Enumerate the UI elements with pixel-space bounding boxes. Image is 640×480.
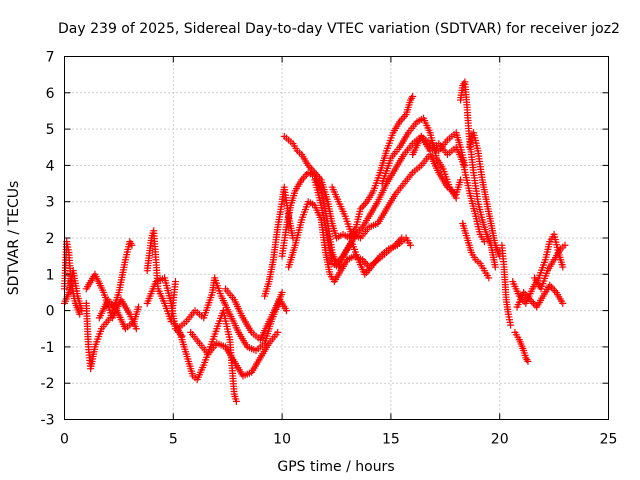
data-point xyxy=(480,238,488,246)
data-point xyxy=(303,170,311,178)
data-point xyxy=(134,303,142,311)
data-point xyxy=(408,94,416,102)
series-arc-10 xyxy=(187,328,282,380)
data-point xyxy=(360,201,368,209)
y-tick-label: 5 xyxy=(46,122,55,138)
series-arc-11 xyxy=(222,285,286,344)
data-point xyxy=(457,176,465,184)
series-arc-22 xyxy=(459,219,493,282)
series-arc-26 xyxy=(513,281,567,311)
series-arc-6 xyxy=(143,227,179,325)
data-point xyxy=(232,397,240,405)
data-point xyxy=(399,114,407,122)
series-arc-5 xyxy=(95,296,142,333)
data-point xyxy=(529,299,537,307)
y-axis-ticks: -3 -2 -1 0 1 2 3 4 5 6 7 xyxy=(41,50,609,429)
x-axis-label: GPS time / hours xyxy=(277,459,394,475)
data-point xyxy=(452,194,460,202)
data-point xyxy=(406,241,414,249)
x-axis-ticks: 0 5 10 15 20 25 xyxy=(60,56,618,448)
y-tick-label: 1 xyxy=(46,267,55,283)
data-point xyxy=(409,92,417,100)
series-arc-19 xyxy=(409,132,488,246)
y-axis-label: SDTVAR / TECUs xyxy=(6,181,22,296)
series-arc-23 xyxy=(498,241,515,329)
x-tick-label: 0 xyxy=(60,432,69,448)
series-arc-21 xyxy=(465,129,504,260)
y-tick-label: -1 xyxy=(41,340,55,356)
x-tick-label: 15 xyxy=(382,432,400,448)
x-tick-label: 5 xyxy=(169,432,178,448)
data-point xyxy=(307,165,315,173)
x-tick-label: 10 xyxy=(273,432,291,448)
x-tick-label: 20 xyxy=(491,432,509,448)
data-point xyxy=(274,328,282,336)
data-point xyxy=(549,285,557,293)
series-arc-3 xyxy=(82,238,136,373)
series-arc-27 xyxy=(531,241,569,293)
plot-frame xyxy=(64,56,609,420)
series-arc-14 xyxy=(278,129,469,267)
y-tick-label: 3 xyxy=(46,195,55,211)
data-point xyxy=(282,307,290,315)
data-point xyxy=(171,278,179,286)
data-point xyxy=(460,80,468,88)
data-point xyxy=(524,357,532,365)
series-arc-20 xyxy=(457,78,499,271)
data-point xyxy=(523,356,531,364)
data-point xyxy=(132,325,140,333)
data-points xyxy=(61,78,569,405)
data-point xyxy=(278,288,286,296)
y-tick-label: 0 xyxy=(46,304,55,320)
series-arc-18 xyxy=(378,114,460,202)
x-tick-label: 25 xyxy=(600,432,618,448)
y-tick-label: -2 xyxy=(41,376,55,392)
data-point xyxy=(485,274,493,282)
series-arc-16 xyxy=(311,176,414,278)
y-tick-label: 7 xyxy=(46,50,55,66)
data-point xyxy=(364,267,372,275)
data-point xyxy=(491,263,499,271)
y-tick-label: 6 xyxy=(46,86,55,102)
data-point xyxy=(559,299,567,307)
y-tick-label: 4 xyxy=(46,158,55,174)
data-point xyxy=(507,321,515,329)
y-tick-label: 2 xyxy=(46,231,55,247)
data-point xyxy=(559,263,567,271)
chart-title: Day 239 of 2025, Sidereal Day-to-day VTE… xyxy=(58,21,620,37)
data-point xyxy=(128,241,136,249)
data-point xyxy=(561,241,569,249)
data-point xyxy=(362,259,370,267)
series-arc-9 xyxy=(174,274,290,355)
data-point xyxy=(76,310,84,318)
series-arc-12 xyxy=(261,183,297,300)
y-tick-label: -3 xyxy=(41,413,55,429)
series-arc-24 xyxy=(511,328,532,365)
